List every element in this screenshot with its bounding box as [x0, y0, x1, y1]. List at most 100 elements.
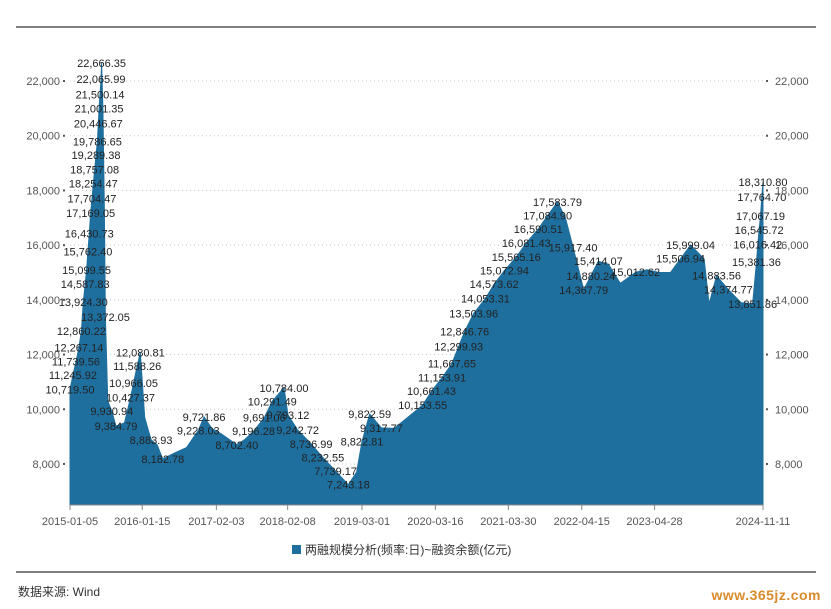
data-label: 7,243.18: [327, 480, 370, 492]
y-tick-label-right: 16,000: [775, 240, 809, 252]
data-label: 17,084.90: [523, 210, 572, 222]
data-label: 12,267.14: [54, 342, 103, 354]
y-tick-mark-left: [63, 80, 65, 83]
y-tick-mark-left: [63, 353, 65, 356]
data-label: 15,917.40: [549, 242, 598, 254]
data-label: 19,786.65: [73, 137, 122, 149]
x-tick-label: 2019-03-01: [334, 516, 390, 528]
y-tick-label-right: 22,000: [775, 76, 809, 88]
data-label: 17,704.47: [67, 194, 116, 206]
data-label: 21,001.35: [75, 103, 124, 115]
data-source: 数据来源: Wind: [18, 585, 101, 599]
data-label: 22,065.99: [77, 74, 126, 86]
x-tick-label: 2015-01-05: [42, 516, 98, 528]
data-label: 8,232.55: [301, 453, 344, 465]
y-tick-mark-left: [63, 134, 65, 137]
data-label: 10,966.05: [109, 378, 158, 390]
y-tick-mark-right: [766, 408, 768, 411]
y-tick-label-right: 8,000: [775, 459, 803, 471]
data-label: 15,099.55: [62, 265, 111, 277]
y-tick-mark-right: [766, 134, 768, 137]
y-tick-mark-right: [766, 189, 768, 192]
data-label: 9,196.28: [232, 426, 275, 438]
data-label: 16,430.73: [65, 228, 114, 240]
y-tick-label-left: 10,000: [26, 404, 60, 416]
x-tick-label: 2016-01-15: [114, 516, 170, 528]
x-tick-label: 2020-03-16: [407, 516, 463, 528]
top-rule: [16, 26, 816, 28]
data-label: 17,067.19: [736, 211, 785, 223]
data-label: 10,661.43: [407, 386, 456, 398]
data-label: 15,381.36: [732, 257, 781, 269]
x-tick-label: 2024-11-11: [736, 516, 791, 528]
data-label: 14,883.56: [692, 271, 741, 283]
y-tick-label-left: 18,000: [26, 185, 60, 197]
data-label: 11,667.65: [428, 359, 476, 371]
data-label: 15,506.94: [656, 254, 705, 266]
data-label: 9,228.03: [177, 425, 220, 437]
x-tick-label: 2023-04-28: [626, 516, 682, 528]
y-tick-label-left: 14,000: [26, 295, 60, 307]
data-label: 8,883.93: [130, 435, 173, 447]
data-label: 10,291.49: [248, 396, 297, 408]
data-label: 18,310.80: [739, 177, 788, 189]
data-label: 17,764.70: [737, 192, 786, 204]
y-tick-label-left: 8,000: [32, 459, 60, 471]
data-label: 14,573.62: [470, 279, 519, 291]
data-label: 8,182.78: [141, 454, 184, 466]
data-label: 14,880.24: [566, 271, 615, 283]
data-label: 20,446.67: [74, 119, 123, 131]
y-tick-label-right: 12,000: [775, 350, 809, 362]
data-label: 9,793.12: [267, 410, 310, 422]
y-tick-mark-left: [63, 189, 65, 192]
data-label: 22,666.35: [77, 58, 126, 70]
y-tick-label-right: 18,000: [775, 185, 809, 197]
data-label: 9,691.06: [243, 413, 286, 425]
data-label: 19,289.38: [72, 150, 121, 162]
data-label: 13,503.96: [449, 308, 498, 320]
data-label: 15,999.04: [666, 240, 715, 252]
data-label: 15,762.40: [63, 247, 112, 259]
data-label: 16,590.51: [514, 224, 563, 236]
data-label: 15,012.62: [611, 267, 660, 279]
data-label: 12,080.81: [116, 347, 165, 359]
y-tick-mark-left: [63, 462, 65, 465]
data-label: 9,317.77: [360, 423, 403, 435]
data-label: 10,427.37: [106, 393, 155, 405]
legend-label: 两融规模分析(频率:日)~融资余额(亿元): [305, 543, 512, 557]
data-label: 18,757.08: [70, 165, 119, 177]
data-label: 16,081.43: [502, 238, 551, 250]
data-label: 9,822.59: [348, 409, 391, 421]
watermark: www.365jz.com: [711, 587, 821, 603]
data-label: 16,016.42: [733, 240, 782, 252]
data-label: 18,254.47: [69, 178, 118, 190]
data-label: 16,545.72: [735, 225, 784, 237]
y-tick-mark-right: [766, 298, 768, 301]
y-tick-mark-right: [766, 80, 768, 83]
y-tick-label-right: 20,000: [775, 131, 809, 143]
x-tick-label: 2018-02-08: [260, 516, 316, 528]
data-label: 15,072.94: [480, 266, 529, 278]
data-label: 10,719.50: [46, 385, 95, 397]
data-label: 8,736.99: [290, 439, 333, 451]
bottom-rule: [16, 571, 816, 573]
data-label: 13,372.05: [81, 312, 130, 324]
data-label: 8,822.81: [341, 436, 384, 448]
data-label: 21,500.14: [76, 90, 125, 102]
y-tick-label-right: 14,000: [775, 295, 809, 307]
y-tick-mark-right: [766, 353, 768, 356]
x-tick-label: 2022-04-15: [554, 516, 610, 528]
data-label: 8,702.40: [215, 440, 258, 452]
data-label: 13,851.86: [728, 299, 777, 311]
data-label: 7,739.17: [314, 466, 357, 478]
data-label: 14,587.83: [61, 279, 110, 291]
data-label: 11,153.91: [418, 373, 466, 385]
data-label: 12,846.76: [440, 326, 489, 338]
x-tick-label: 2021-03-30: [480, 516, 536, 528]
y-tick-label-left: 12,000: [26, 350, 60, 362]
data-label: 12,299.93: [434, 341, 483, 353]
series-area: [69, 62, 764, 506]
data-label: 12,860.22: [57, 326, 106, 338]
data-label: 9,721.86: [183, 412, 226, 424]
